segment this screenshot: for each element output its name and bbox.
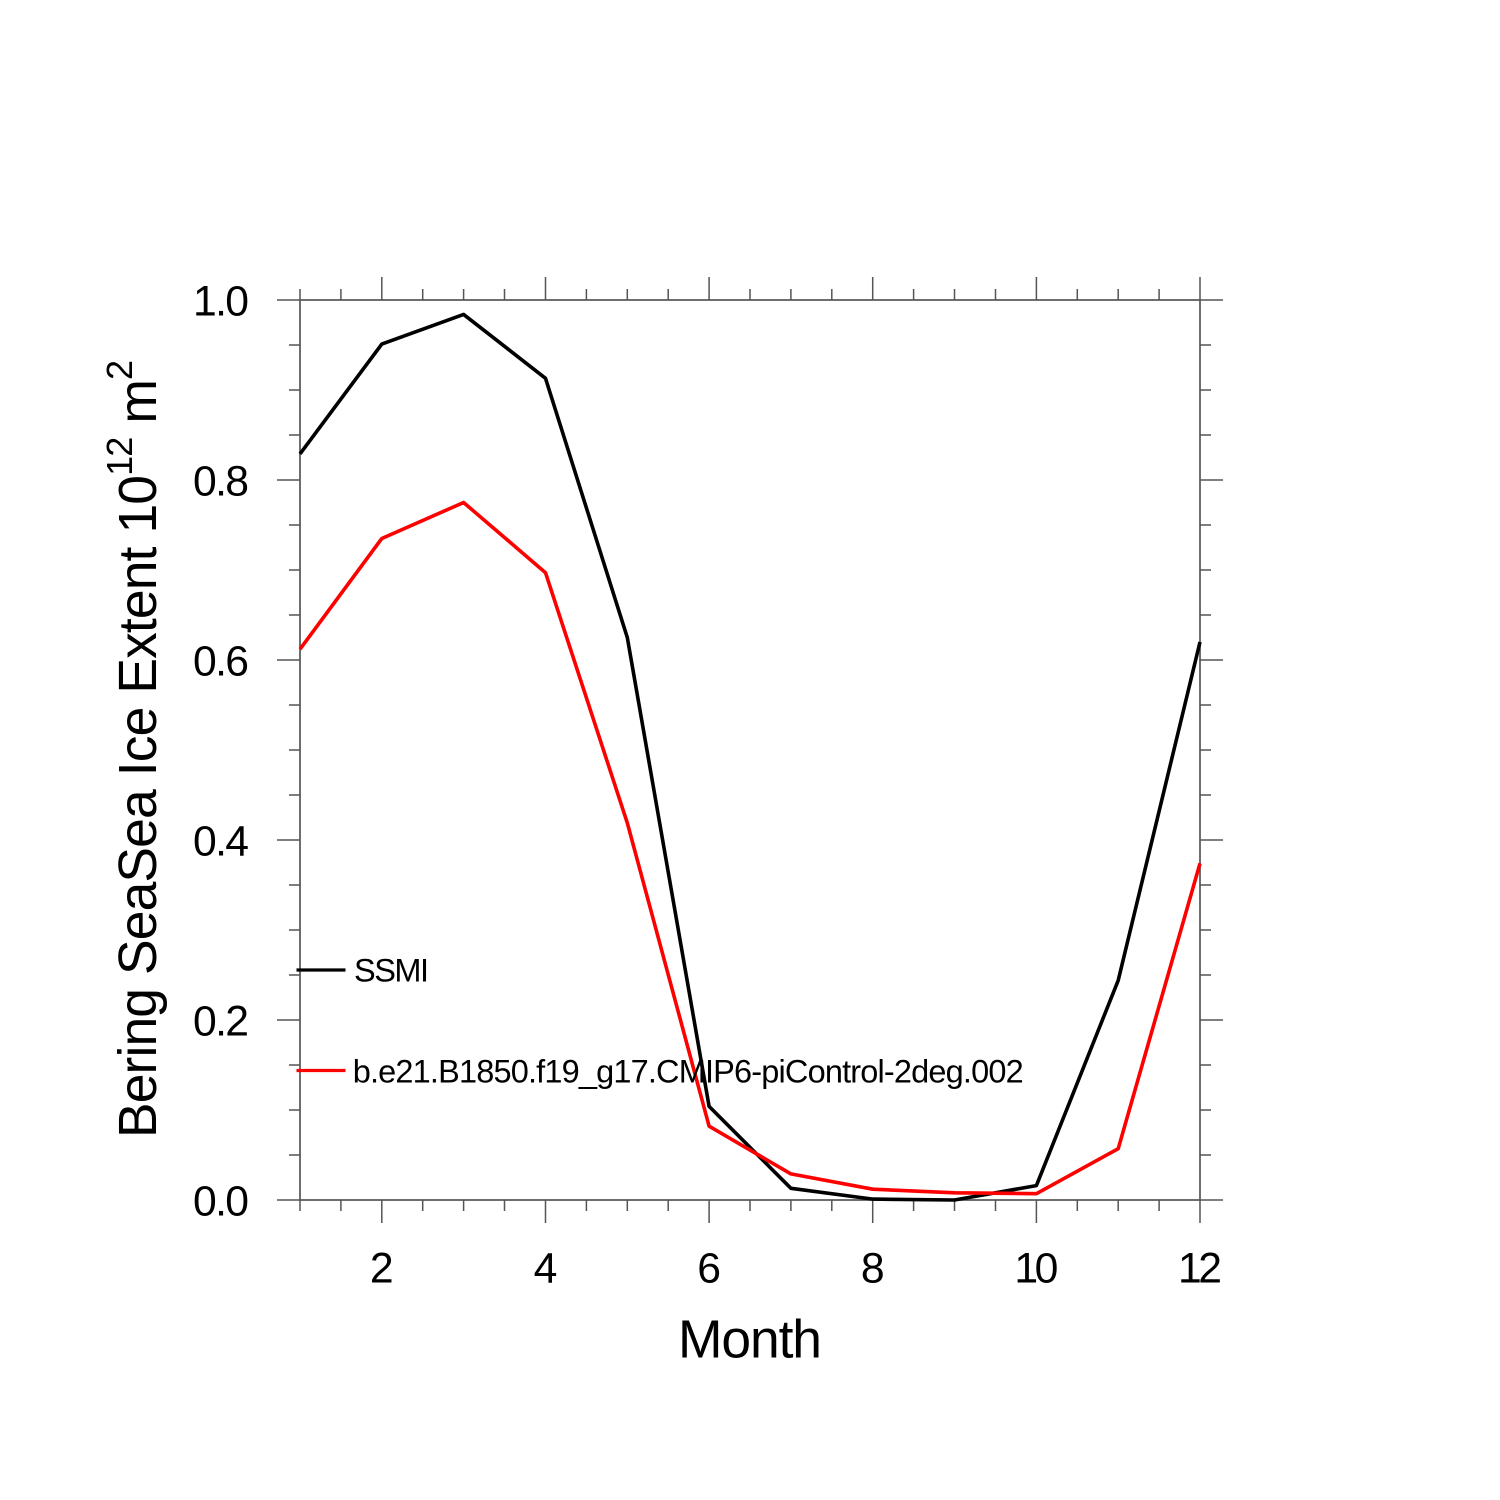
svg-text:0.0: 0.0 bbox=[193, 1178, 249, 1226]
svg-text:1.0: 1.0 bbox=[193, 278, 249, 326]
svg-text:SSMI: SSMI bbox=[354, 953, 429, 989]
svg-text:12: 12 bbox=[1178, 1245, 1222, 1293]
svg-text:4: 4 bbox=[534, 1245, 558, 1293]
svg-text:0.6: 0.6 bbox=[193, 638, 249, 686]
svg-text:Bering SeaSea Ice Extent 1012: Bering SeaSea Ice Extent 1012 m2 bbox=[99, 360, 168, 1138]
svg-text:6: 6 bbox=[697, 1245, 721, 1293]
svg-text:0.4: 0.4 bbox=[193, 818, 249, 866]
svg-text:10: 10 bbox=[1014, 1245, 1058, 1293]
svg-text:b.e21.B1850.f19_g17.CMIP6-piCo: b.e21.B1850.f19_g17.CMIP6-piControl-2deg… bbox=[353, 1053, 1024, 1089]
svg-text:8: 8 bbox=[861, 1245, 885, 1293]
svg-text:2: 2 bbox=[370, 1245, 394, 1293]
svg-text:0.8: 0.8 bbox=[193, 458, 249, 506]
svg-text:Month: Month bbox=[678, 1311, 822, 1370]
svg-text:0.2: 0.2 bbox=[193, 998, 249, 1046]
